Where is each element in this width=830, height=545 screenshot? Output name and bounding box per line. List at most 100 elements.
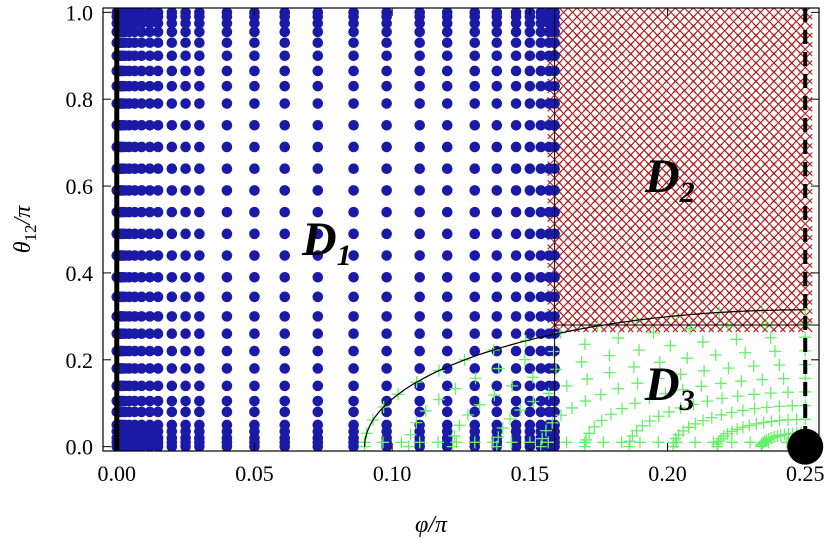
d1-point [194,80,205,92]
d1-point [524,206,536,218]
d1-point [249,328,260,340]
y-tick-label: 0.2 [66,348,94,373]
d1-point [152,291,164,303]
d3-point [616,402,629,415]
d1-point [535,26,547,38]
d1-point [221,185,233,196]
d1-point [144,291,156,303]
d1-point [524,80,536,92]
d1-point [312,37,324,49]
d1-point [469,311,481,322]
d1-point [249,380,260,392]
d1-point [524,250,536,261]
d1-point [136,80,147,92]
d1-point [144,363,156,374]
d3-point [473,398,486,411]
d1-point [166,406,178,418]
d3-point [786,399,799,412]
d1-point [166,141,178,153]
d1-point [152,250,164,261]
d1-point [166,65,178,77]
d1-point [414,185,425,196]
d1-point [469,291,481,303]
d1-point [524,37,536,49]
d3-point [496,421,509,434]
d3-point [647,326,660,339]
d1-point [510,395,522,407]
d1-point [524,311,536,322]
d1-point [144,37,156,49]
d1-point [152,380,164,392]
d1-point [348,345,359,357]
d3-point [560,436,573,449]
d1-point [180,228,191,240]
d1-point [535,98,547,109]
d1-point [469,26,481,38]
d1-point [535,65,547,77]
d1-point [510,328,522,340]
d1-point [249,395,260,407]
d3-point [628,397,641,410]
y-tick-label: 0.0 [66,435,94,460]
d1-point [535,345,547,357]
d1-point [312,185,324,196]
d1-point [510,419,522,431]
d3-point [554,409,567,422]
d1-point [491,380,503,392]
d1-point [491,8,503,18]
d1-point [221,80,233,92]
d1-point [136,163,147,174]
d1-point [152,185,164,196]
d1-point [221,50,233,62]
d1-point [221,98,233,109]
d3-point [743,419,756,432]
d3-point [682,421,695,434]
d3-point [449,382,462,395]
d1-markers [111,8,560,451]
region-label-d1: D1 [301,213,352,272]
d1-point [524,141,536,153]
d1-point [152,119,164,131]
d1-point [381,328,392,340]
d3-boundary-curve [364,309,806,447]
x-tick-label: 0.00 [98,461,137,486]
d1-point [152,363,164,374]
d1-point [510,206,522,218]
d1-point [469,419,481,431]
d3-point [748,402,761,415]
d3-point [505,436,518,449]
d1-point [136,291,147,303]
d1-point [166,271,178,283]
d1-point [469,228,481,240]
d1-point [136,406,147,418]
d1-point [249,119,260,131]
d3-point [670,436,683,449]
d1-point [144,311,156,322]
d1-point [535,8,547,18]
d1-point [491,311,503,322]
d1-point [510,8,522,18]
d3-point [583,427,596,440]
d1-point [312,395,324,407]
d1-point [136,380,147,392]
d1-point [441,185,453,196]
d1-point [348,119,359,131]
d3-point [712,435,725,448]
d1-point [136,419,147,431]
d1-point [535,419,547,431]
y-tick-label: 0.8 [66,87,94,112]
d1-point [194,271,205,283]
d1-point [491,406,503,418]
d1-point [469,395,481,407]
d1-point [166,228,178,240]
d1-point [279,65,291,77]
d1-point [491,395,503,407]
d1-point [166,291,178,303]
d1-point [166,395,178,407]
d1-point [491,141,503,153]
d1-point [510,119,522,131]
d3-point [722,362,735,375]
d1-point [136,345,147,357]
d1-point [469,163,481,174]
d1-point [180,380,191,392]
